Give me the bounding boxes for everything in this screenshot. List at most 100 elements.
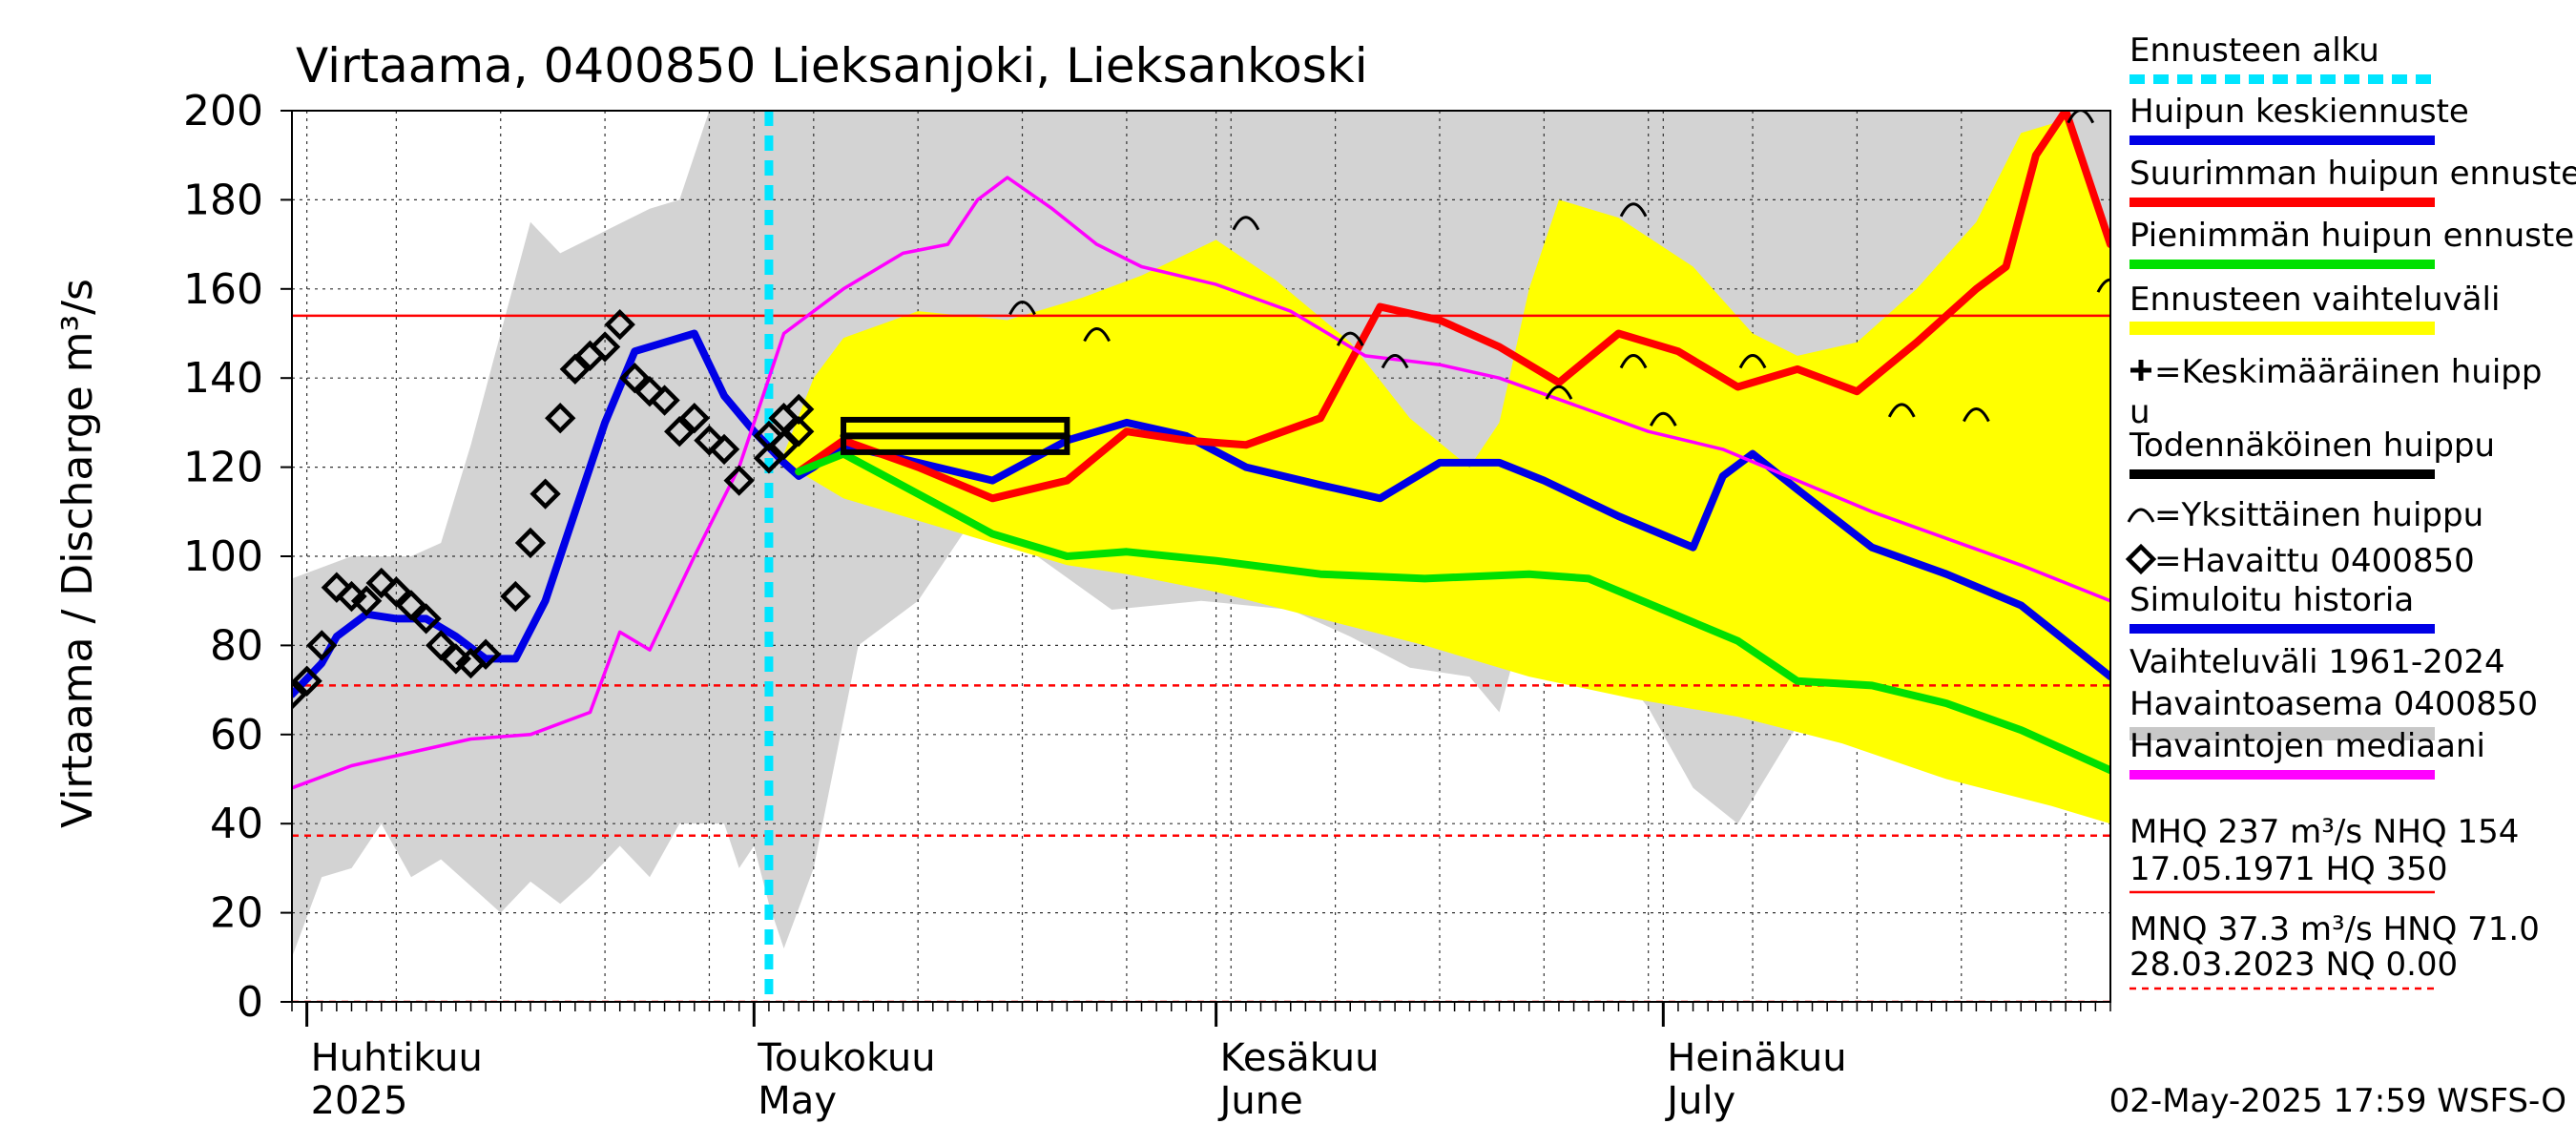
x-month-label: Kesäkuu — [1220, 1036, 1380, 1080]
single-peak-marker — [1381, 354, 1409, 369]
plot-clip — [292, 111, 2110, 1002]
observed-point — [589, 331, 621, 363]
observed-point — [306, 630, 338, 661]
single-peak-marker — [1232, 216, 1260, 231]
series-pienimm-n-huipun-ennuste — [795, 449, 2110, 775]
x-month-label: Heinäkuu — [1667, 1036, 1846, 1080]
legend-item: =Keskimääräinen huippu — [2129, 353, 2542, 431]
single-peak-marker — [2096, 278, 2110, 293]
single-peak-marker — [1336, 331, 1364, 346]
legend-label: =Havaittu 0400850 — [2154, 542, 2475, 580]
series-havaintojen-mediaani — [292, 176, 2110, 790]
y-tick-label: 160 — [183, 265, 263, 314]
observed-point — [753, 420, 785, 452]
legend-item: Ennusteen alku — [2129, 31, 2435, 84]
observed-point — [292, 678, 308, 710]
legend-label: Vaihteluväli 1961-2024 — [2129, 643, 2505, 681]
forecast-range-band — [783, 119, 2110, 824]
single-peak-marker — [1619, 354, 1648, 369]
observed-point — [395, 590, 427, 621]
legend: Ennusteen alku Huipun keskiennuste Suurimm… — [2125, 31, 2576, 990]
y-tick-label: 100 — [183, 532, 263, 581]
y-tick-label: 200 — [183, 87, 263, 135]
legend-symbol — [2130, 360, 2151, 381]
observed-point — [410, 603, 442, 635]
observed-point — [694, 425, 725, 456]
series-suurimman-huipun-ennuste — [795, 111, 2110, 503]
legend-label: Simuloitu historia — [2129, 581, 2414, 619]
legend-symbol — [2125, 543, 2157, 575]
stats-text: MNQ 37.3 m³/s HNQ 71.0 — [2129, 910, 2540, 948]
legend-item: =Havaittu 0400850 — [2125, 542, 2475, 580]
stats-text: 17.05.1971 HQ 350 — [2129, 850, 2448, 888]
observed-point — [381, 576, 412, 608]
legend-label: Suurimman huipun ennuste — [2129, 155, 2576, 193]
y-tick-label: 120 — [183, 444, 263, 492]
legend-label: Todennäköinen huippu — [2129, 427, 2495, 465]
observed-point — [530, 478, 561, 510]
likely-peak-box — [841, 416, 1070, 455]
observed-point — [514, 527, 547, 559]
y-axis-label: Virtaama / Discharge m³/s — [53, 279, 102, 828]
legend-symbol — [2127, 508, 2155, 523]
x-month-label: Huhtikuu — [311, 1036, 483, 1080]
x-month-sublabel: May — [758, 1079, 837, 1123]
legend-label: Havaintoasema 0400850 — [2129, 685, 2538, 723]
x-month-sublabel: June — [1217, 1079, 1303, 1123]
legend-label: Havaintojen mediaani — [2129, 727, 2485, 765]
single-peak-marker — [1887, 403, 1916, 418]
legend-item: Huipun keskiennuste — [2129, 93, 2469, 145]
observed-point — [634, 376, 666, 407]
observed-point — [604, 308, 635, 341]
plot-area — [292, 111, 2110, 1002]
single-peak-marker — [2067, 111, 2095, 124]
observed-point — [723, 465, 755, 496]
y-tick-label: 80 — [210, 621, 263, 670]
footer-timestamp: 02-May-2025 17:59 WSFS-O — [2109, 1082, 2566, 1120]
legend-item: Ennusteen vaihteluväli — [2129, 281, 2500, 335]
observed-point — [292, 665, 322, 697]
observed-point — [500, 580, 531, 613]
legend-label: Ennusteen vaihteluväli — [2129, 281, 2500, 319]
y-tick-label: 140 — [183, 354, 263, 403]
observed-point — [664, 416, 696, 448]
y-tick-label: 180 — [183, 176, 263, 224]
observed-point — [321, 572, 353, 603]
observed-point — [708, 433, 740, 466]
legend-item: Pienimmän huipun ennuste — [2129, 217, 2574, 269]
x-month-sublabel: 2025 — [311, 1079, 408, 1123]
legend-item: =Yksittäinen huippu — [2127, 496, 2483, 534]
y-tick-label: 0 — [237, 978, 263, 1027]
chart-title: Virtaama, 0400850 Lieksanjoki, Lieksanko… — [296, 38, 1368, 94]
observed-point — [350, 585, 383, 616]
observed-point — [545, 403, 576, 434]
observed-point — [782, 416, 815, 448]
legend-item: Suurimman huipun ennuste — [2129, 155, 2576, 207]
single-peak-marker — [1619, 202, 1648, 218]
legend-label: Pienimmän huipun ennuste — [2129, 217, 2574, 255]
stats-text: MHQ 237 m³/s NHQ 154 — [2129, 813, 2519, 851]
legend-label: Huipun keskiennuste — [2129, 93, 2469, 131]
observed-point — [559, 353, 592, 385]
observed-point — [469, 638, 502, 670]
single-peak-marker — [1963, 407, 1990, 423]
legend-item: Simuloitu historia — [2129, 581, 2435, 634]
observed-point — [365, 567, 397, 599]
observed-point — [426, 630, 457, 661]
y-tick-label: 60 — [210, 711, 263, 760]
single-peak-marker — [1649, 411, 1677, 427]
single-peak-marker — [1083, 327, 1111, 343]
legend-label: =Keskimääräinen huipp — [2154, 353, 2542, 391]
legend-item: Havaintojen mediaani — [2129, 727, 2485, 780]
legend-label: =Yksittäinen huippu — [2154, 496, 2483, 534]
single-peak-marker — [1008, 301, 1036, 316]
single-peak-marker — [1545, 385, 1573, 400]
series-huipun-keskiennuste — [795, 418, 2110, 681]
single-peak-marker — [1738, 354, 1767, 369]
legend-label: u — [2129, 393, 2150, 431]
observed-point — [649, 385, 680, 416]
observed-point — [678, 403, 711, 434]
observed-point — [753, 443, 785, 474]
y-tick-label: 20 — [210, 889, 263, 938]
